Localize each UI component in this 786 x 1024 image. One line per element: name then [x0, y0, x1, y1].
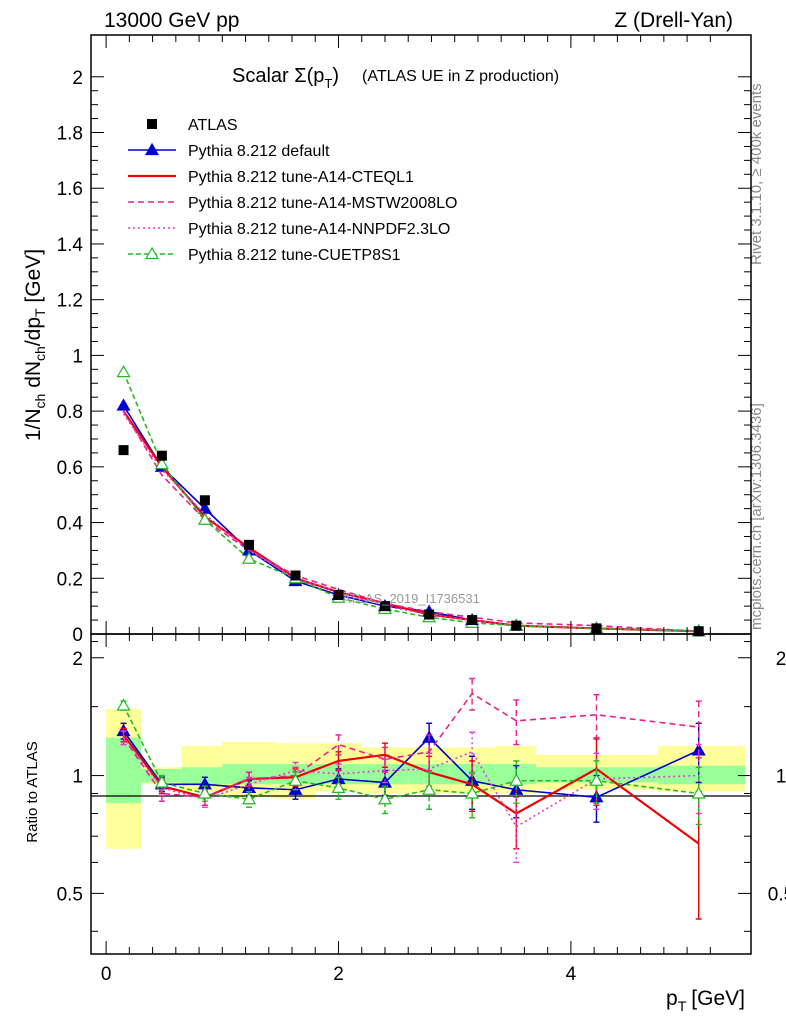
main-panel: 0 0.2 0.4 0.6 0.8 1 1.2 1.4 1.6 1.8 2 Scalar Σ(pT)… — [22, 34, 752, 646]
ratio-series-point — [589, 773, 604, 786]
ratio-series-point — [197, 786, 212, 799]
x-axis-label-unit: [GeV] — [691, 987, 745, 1010]
ratio-series-line — [122, 705, 699, 801]
main-y-tick-label: 1.2 — [57, 291, 83, 312]
ratio-series-point — [288, 773, 303, 786]
rivet-label: Rivet 3.1.10, ≥ 400k events — [748, 83, 765, 265]
ratio-frame — [90, 633, 752, 955]
main-series-line — [122, 371, 699, 633]
main-y-tick-label: 1.6 — [57, 179, 83, 200]
ratio-y-tick-label-right: 0.5 — [768, 884, 786, 905]
plot-title-main: Scalar Σ(p — [232, 65, 324, 87]
mcplots-label: mcplots.cern.ch [arXiv:1306.3436] — [748, 403, 765, 630]
header-right: Z (Drell-Yan) — [614, 9, 733, 32]
main-y-tick-label: 1 — [72, 346, 83, 367]
ratio-panel: 0.5 0.5 1 1 2 2 0 2 4 Ratio to ATLAS pT[GeV] — [24, 633, 786, 1014]
plot-title-suffix: (ATLAS UE in Z production) — [362, 68, 559, 85]
ratio-series-layer — [116, 677, 706, 920]
ratio-y-tick-label-right: 1 — [776, 767, 786, 788]
ratio-y-tick-label: 0.5 — [57, 884, 83, 905]
main-series-point — [154, 456, 169, 470]
ratio-band-green — [106, 737, 141, 804]
x-tick-label: 4 — [566, 964, 577, 985]
atlas-data-point — [379, 601, 390, 612]
atlas-data-point — [290, 570, 301, 581]
x-tick-label: 0 — [101, 964, 112, 985]
ratio-band-green — [181, 767, 223, 785]
ratio-series-point — [509, 773, 524, 786]
atlas-data-point — [156, 450, 167, 461]
atlas-data-point — [424, 609, 435, 620]
ratio-series-point — [116, 698, 131, 711]
legend-label: Pythia 8.212 tune-CUETP8S1 — [188, 247, 401, 264]
main-y-axis: 0 0.2 0.4 0.6 0.8 1 1.2 1.4 1.6 1.8 2 — [57, 68, 751, 646]
main-y-tick-label: 1.8 — [57, 124, 83, 145]
y-axis-label-group: 1/Nch dNch/dpT [GeV] — [22, 249, 48, 441]
main-y-tick-label: 0.4 — [57, 514, 84, 535]
legend-label: Pythia 8.212 tune-A14-NNPDF2.3LO — [188, 221, 450, 238]
atlas-data-point — [199, 495, 210, 506]
legend-atlas-label: ATLAS — [188, 117, 238, 134]
atlas-data-point — [118, 445, 129, 456]
main-series-point — [116, 398, 131, 411]
x-tick-label: 2 — [333, 964, 344, 985]
x-axis-label-sub: T — [678, 998, 687, 1014]
ratio-series-point — [154, 775, 169, 788]
ratio-series-point — [331, 780, 346, 794]
x-axis-label-main: p — [666, 987, 678, 1010]
legend-marker — [144, 246, 160, 260]
ratio-series-point — [465, 786, 480, 799]
y-axis-label: 1/Nch dNch/dpT [GeV] — [22, 249, 48, 441]
ratio-series-point — [241, 792, 257, 805]
ratio-y-tick-label: 1 — [72, 767, 83, 788]
ratio-y-axis: 0.5 0.5 1 1 2 2 — [57, 641, 786, 932]
main-series-point — [241, 551, 257, 564]
ratio-band-green — [658, 765, 746, 785]
main-series-point — [116, 364, 131, 378]
x-axis: 0 2 4 — [101, 634, 711, 985]
ratio-series-point — [422, 782, 437, 795]
watermark: ATLAS_2019_I1736531 — [342, 591, 480, 606]
plot-title: Scalar Σ(pT) — [232, 65, 339, 91]
main-x-ticks — [105, 35, 711, 634]
main-y-tick-label: 0.8 — [57, 402, 83, 423]
ratio-y-tick-label-right: 2 — [776, 649, 786, 670]
ratio-series-line — [122, 734, 700, 845]
legend-marker — [144, 142, 160, 156]
atlas-data-point — [693, 626, 704, 637]
header-left: 13000 GeV pp — [104, 9, 239, 32]
main-y-tick-label: 1.4 — [57, 235, 84, 256]
ratio-series-line — [122, 737, 699, 828]
atlas-data-point — [591, 623, 602, 634]
atlas-data-point — [333, 589, 344, 600]
atlas-data-point — [467, 615, 478, 626]
legend-label: Pythia 8.212 tune-A14-CTEQL1 — [188, 169, 414, 186]
ratio-bands-layer — [106, 708, 746, 849]
main-series-layer — [116, 364, 706, 637]
main-y-tick-label: 0.2 — [57, 569, 83, 590]
legend-label: Pythia 8.212 tune-A14-MSTW2008LO — [188, 195, 457, 212]
atlas-data-point — [511, 620, 522, 631]
legend: ATLAS Pythia 8.212 default Pythia 8.212 tu… — [128, 117, 457, 264]
ratio-y-axis-label: Ratio to ATLAS — [24, 741, 41, 842]
main-series-point — [197, 512, 212, 525]
plot-title-sub: T — [324, 76, 332, 91]
main-y-tick-label: 0.6 — [57, 458, 83, 479]
legend-label: Pythia 8.212 default — [188, 143, 330, 160]
ratio-series-line — [122, 730, 700, 799]
plot-title-close: ) — [332, 65, 339, 87]
ratio-y-tick-label: 2 — [72, 649, 83, 670]
ratio-series-point — [377, 792, 393, 805]
x-axis-label: pT [GeV] — [666, 987, 745, 1014]
main-series-line — [122, 410, 699, 633]
ratio-series-point — [691, 786, 706, 799]
atlas-data-point — [244, 539, 255, 550]
legend-atlas-marker — [147, 119, 157, 129]
main-y-tick-label: 0 — [72, 625, 83, 646]
main-y-tick-label: 2 — [72, 68, 83, 89]
